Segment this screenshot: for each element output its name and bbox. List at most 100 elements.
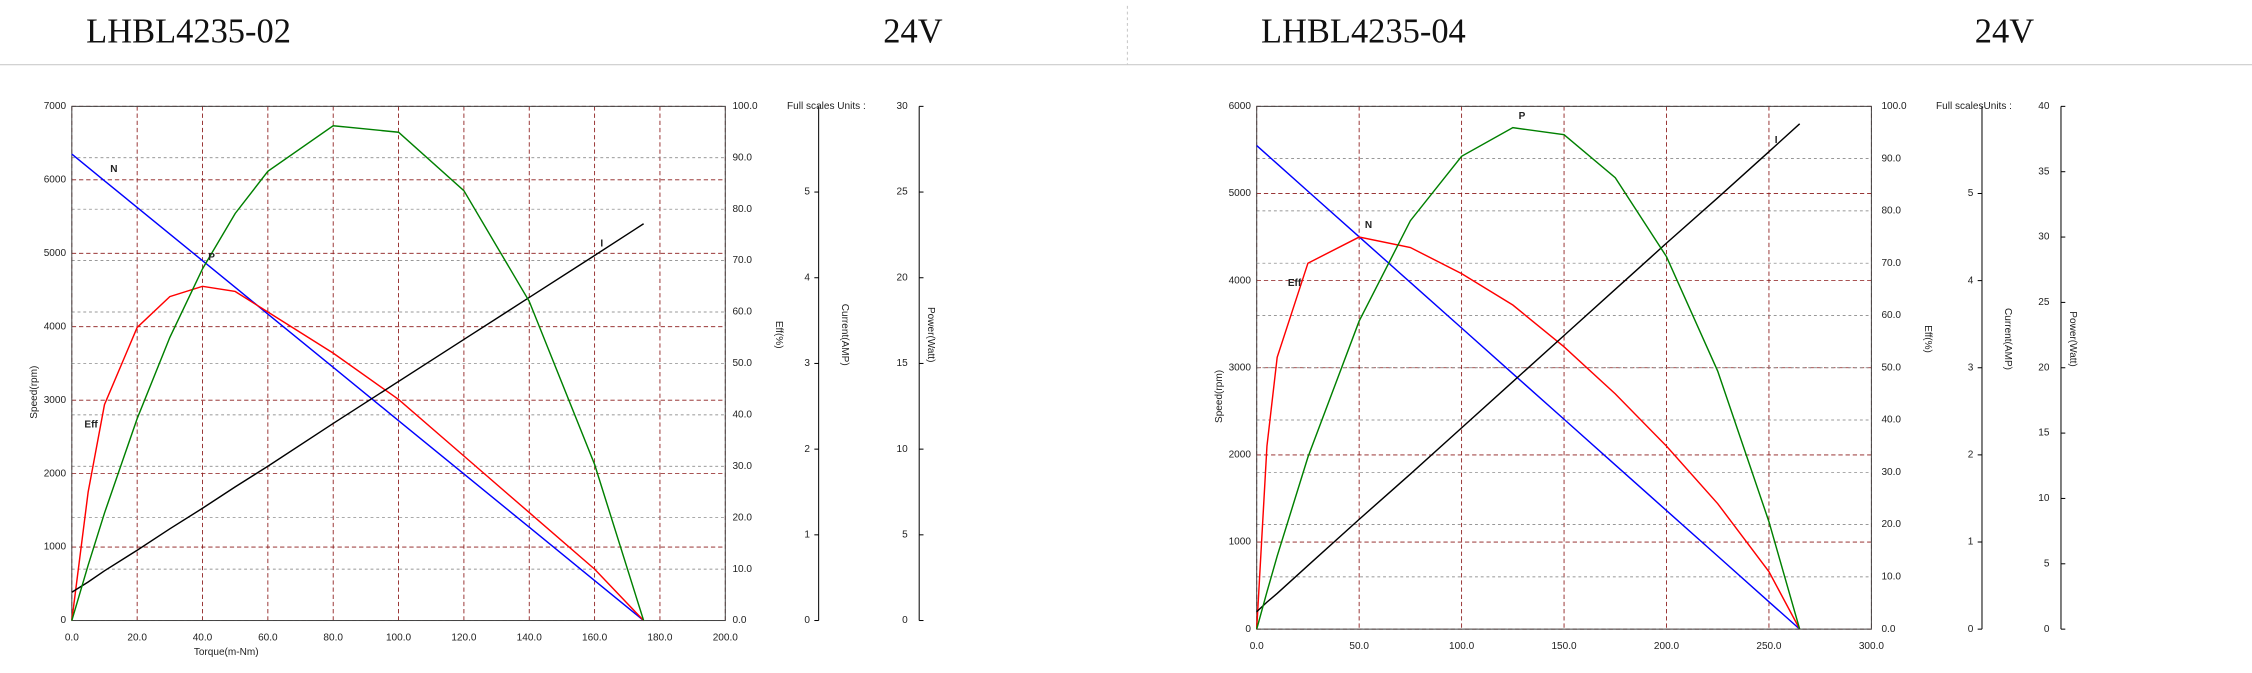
x-tick-label: 40.0 (193, 632, 213, 643)
x-tick-label: 120.0 (451, 632, 477, 643)
x-tick-label: 60.0 (258, 632, 278, 643)
current-axis-title: Current(AMP) (2002, 308, 2013, 370)
y-tick-label: 5000 (1229, 188, 1252, 199)
eff-tick-label: 20.0 (732, 512, 752, 523)
x-tick-label: 50.0 (1349, 641, 1369, 652)
x-tick-label: 160.0 (582, 632, 608, 643)
power-tick-label: 10 (2038, 493, 2050, 504)
y-tick-label: 2000 (1229, 450, 1252, 461)
current-tick-label: 3 (804, 358, 810, 369)
power-tick-label: 20 (897, 272, 909, 283)
eff-tick-label: 30.0 (732, 461, 752, 472)
current-tick-label: 2 (804, 444, 810, 455)
eff-tick-label: 50.0 (1881, 362, 1901, 373)
x-tick-label: 20.0 (127, 632, 147, 643)
y-tick-label: 6000 (44, 174, 67, 185)
chart-title: LHBL4235-02 (86, 12, 291, 50)
current-tick-label: 1 (804, 529, 810, 540)
power-tick-label: 30 (2038, 232, 2050, 243)
chart-title: LHBL4235-04 (1261, 12, 1466, 50)
y-tick-label: 0 (1245, 624, 1251, 635)
eff-tick-label: 40.0 (1881, 415, 1901, 426)
power-tick-label: 25 (897, 187, 909, 198)
eff-tick-label: 80.0 (732, 204, 752, 215)
y-tick-label: 7000 (44, 101, 67, 112)
eff-tick-label: 30.0 (1881, 467, 1901, 478)
scale-note: Full scales Units : (787, 101, 866, 112)
power-tick-label: 30 (897, 101, 909, 112)
eff-tick-label: 60.0 (1881, 310, 1901, 321)
eff-axis-title: Eff(%) (773, 321, 784, 349)
x-tick-label: 0.0 (65, 632, 79, 643)
eff-tick-label: 50.0 (732, 358, 752, 369)
x-tick-label: 200.0 (713, 632, 739, 643)
scale-note: Full scalesUnits : (1936, 101, 2012, 112)
x-tick-label: 200.0 (1654, 641, 1680, 652)
series-line (1256, 123, 1801, 613)
eff-tick-label: 100.0 (1881, 101, 1907, 112)
current-axis-title: Current(AMP) (839, 304, 850, 366)
series-label: Eff (1288, 278, 1302, 289)
series-label: I (1775, 135, 1778, 146)
current-tick-label: 0 (1968, 624, 1974, 635)
current-tick-label: 5 (1968, 188, 1974, 199)
eff-tick-label: 70.0 (732, 255, 752, 266)
series-label: N (110, 164, 117, 175)
plot-frame (1256, 105, 1872, 630)
eff-tick-label: 40.0 (732, 410, 752, 421)
y-tick-label: 4000 (1229, 275, 1252, 286)
y-tick-label: 3000 (44, 395, 67, 406)
current-tick-label: 4 (804, 272, 810, 283)
power-axis-title: Power(Watt) (2067, 311, 2078, 366)
power-tick-label: 5 (2044, 558, 2050, 569)
eff-tick-label: 0.0 (1881, 624, 1895, 635)
current-tick-label: 1 (1968, 537, 1974, 548)
eff-tick-label: 70.0 (1881, 258, 1901, 269)
current-tick-label: 5 (804, 187, 810, 198)
x-tick-label: 150.0 (1551, 641, 1577, 652)
power-tick-label: 25 (2038, 297, 2050, 308)
series-line (1256, 145, 1801, 630)
series-line (1256, 126, 1801, 630)
x-tick-label: 140.0 (517, 632, 543, 643)
series-line (71, 223, 644, 593)
voltage: 24V (1975, 12, 2034, 50)
series-label: P (1519, 111, 1526, 122)
eff-tick-label: 80.0 (1881, 206, 1901, 217)
eff-tick-label: 90.0 (1881, 153, 1901, 164)
y-axis-title: Speed(rpm) (29, 366, 40, 419)
y-tick-label: 4000 (44, 321, 67, 332)
series-label: N (1365, 220, 1372, 231)
power-axis-title: Power(Watt) (925, 307, 936, 362)
eff-tick-label: 0.0 (732, 615, 746, 626)
y-tick-label: 2000 (44, 468, 67, 479)
x-tick-label: 250.0 (1756, 641, 1782, 652)
x-tick-label: 300.0 (1859, 641, 1885, 652)
plot-frame (71, 105, 726, 622)
power-tick-label: 15 (897, 358, 909, 369)
y-axis-title: Speed(rpm) (1214, 370, 1225, 423)
y-tick-label: 0 (60, 615, 66, 626)
current-tick-label: 0 (804, 615, 810, 626)
x-tick-label: 180.0 (647, 632, 673, 643)
eff-tick-label: 90.0 (732, 152, 752, 163)
series-label: I (600, 239, 603, 250)
y-tick-label: 6000 (1229, 101, 1252, 112)
series-line (71, 153, 645, 622)
x-axis-title: Torque(m-Nm) (194, 647, 259, 658)
eff-axis-title: Eff(%) (1922, 325, 1933, 353)
eff-tick-label: 60.0 (732, 307, 752, 318)
series-label: Eff (84, 419, 98, 430)
y-tick-label: 3000 (1229, 362, 1252, 373)
power-tick-label: 40 (2038, 101, 2050, 112)
power-tick-label: 0 (902, 615, 908, 626)
voltage: 24V (883, 12, 942, 50)
eff-tick-label: 20.0 (1881, 519, 1901, 530)
power-tick-label: 20 (2038, 362, 2050, 373)
y-tick-label: 1000 (44, 542, 67, 553)
current-tick-label: 4 (1968, 275, 1974, 286)
power-tick-label: 10 (897, 444, 909, 455)
power-tick-label: 15 (2038, 428, 2050, 439)
